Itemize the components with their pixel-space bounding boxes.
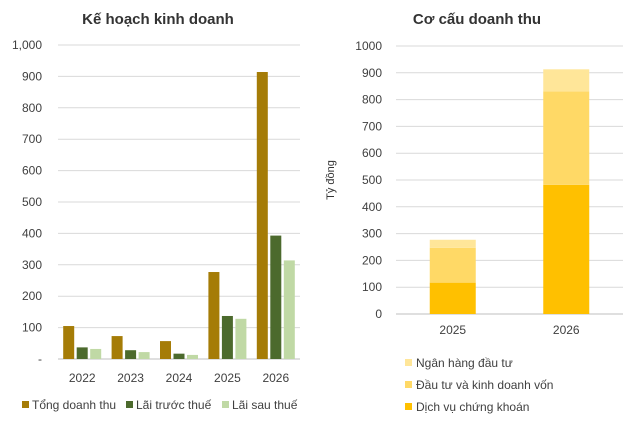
bar-pretax-profit [221,315,233,359]
bar-aftertax-profit [283,260,295,359]
right-y-tick-label: 700 [362,119,382,133]
bar-pretax-profit [125,350,137,359]
right-y-tick-label: 400 [362,200,382,214]
right-chart-y-axis-label: Tỷ đồng [325,160,337,200]
bar-investment-banking [429,239,476,248]
right-legend-swatch [405,403,412,410]
right-y-tick-label: 900 [362,66,382,80]
right-y-tick-label: 1000 [355,39,382,53]
left-y-tick-label: 100 [22,321,42,335]
bar-investment-banking [543,69,590,92]
right-y-tick-label: 600 [362,146,382,160]
bar-securities-services [543,184,590,314]
left-y-tick-label: 800 [22,101,42,115]
left-y-tick-label: 600 [22,164,42,178]
bar-pretax-profit [76,347,88,359]
right-chart: 0 100 200 300 400 500 600 700 800 900 1000 2025 2026… [355,39,623,414]
right-y-tick-label: 500 [362,173,382,187]
bar-total-revenue [63,326,75,359]
left-legend-swatch [22,401,29,408]
right-y-tick-label: 0 [375,307,382,321]
left-x-tick-label: 2026 [262,371,289,385]
right-x-tick-label: 2025 [439,323,466,337]
left-x-tick-label: 2024 [166,371,193,385]
right-legend-label: Dịch vụ chứng khoán [416,400,529,414]
left-y-tick-label: 400 [22,226,42,240]
left-x-tick-label: 2022 [69,371,96,385]
left-chart-title: Kế hoạch kinh doanh [82,11,234,28]
bar-aftertax-profit [187,354,198,359]
bar-total-revenue [208,272,220,359]
left-y-tick-label: 1,000 [12,38,42,52]
left-y-tick-label: 200 [22,289,42,303]
left-legend-swatch [222,401,229,408]
left-y-tick-label: 700 [22,132,42,146]
left-legend-label: Tổng doanh thu [32,398,116,412]
right-chart-title: Cơ cấu doanh thu [413,11,541,28]
left-x-tick-label: 2025 [214,371,241,385]
bar-investment-capital [543,91,590,185]
bar-securities-services [429,282,476,314]
right-y-tick-label: 300 [362,227,382,241]
right-legend-swatch [405,381,412,388]
right-y-tick-label: 100 [362,280,382,294]
left-y-tick-label: 900 [22,69,42,83]
bar-aftertax-profit [90,348,102,359]
bar-pretax-profit [173,353,185,359]
bar-total-revenue [256,72,268,359]
right-y-tick-label: 200 [362,253,382,267]
right-y-tick-label: 800 [362,93,382,107]
bar-aftertax-profit [138,352,150,359]
left-legend-label: Lãi trước thuế [136,398,212,412]
left-legend-swatch [126,401,133,408]
bar-total-revenue [160,341,171,359]
left-y-tick-label: 500 [22,195,42,209]
bar-pretax-profit [270,235,282,359]
bar-aftertax-profit [235,318,247,359]
bar-investment-capital [429,247,476,283]
left-chart: - 100 200 300 400 500 600 700 800 900 1,000 2022 202… [12,38,300,412]
right-x-tick-label: 2026 [553,323,580,337]
left-y-tick-label: - [38,352,42,366]
left-legend-label: Lãi sau thuế [232,398,298,412]
bar-total-revenue [111,336,123,359]
right-legend-swatch [405,359,412,366]
left-y-tick-label: 300 [22,258,42,272]
right-legend-label: Ngân hàng đầu tư [416,356,513,370]
left-x-tick-label: 2023 [117,371,144,385]
right-legend-label: Đầu tư và kinh doanh vốn [416,378,553,392]
